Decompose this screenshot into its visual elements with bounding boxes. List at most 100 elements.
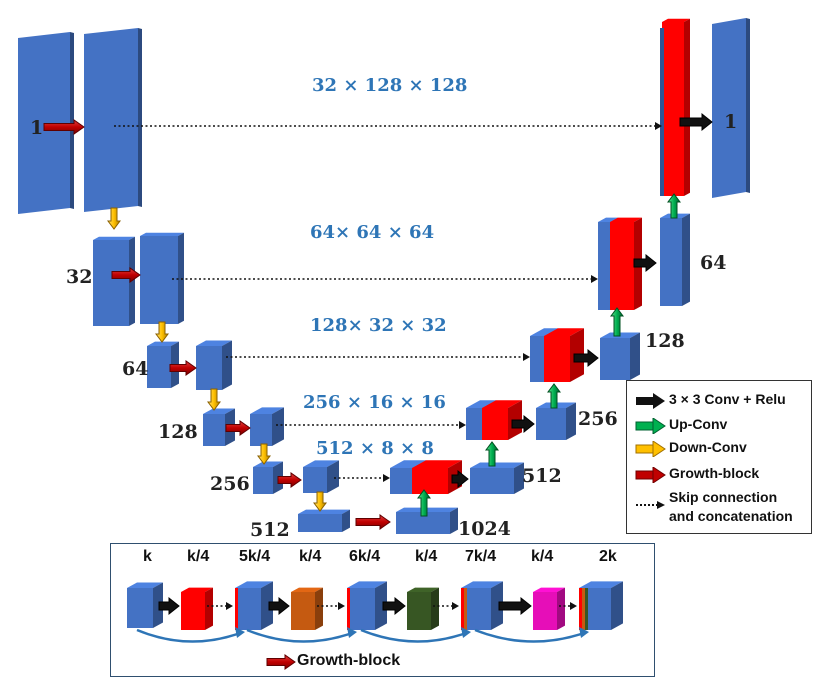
dec-l2-out-block (660, 213, 690, 306)
legend-downconv-label: Down-Conv (669, 439, 747, 455)
enc-channel-input: 1 (30, 117, 44, 139)
dec-channel-256: 256 (578, 408, 618, 430)
gb-block-5k4 (235, 581, 273, 630)
gb-block-2k (579, 581, 623, 630)
legend-skip-label-2: and concatenation (669, 508, 793, 524)
conv-arrow-l1 (679, 112, 713, 132)
gb-block-magenta (533, 587, 565, 630)
gb-conv-arrow-2 (268, 596, 290, 616)
conv-arrow-l4 (511, 414, 535, 434)
dec-channel-128: 128 (645, 330, 685, 352)
gb-block-7k4 (461, 581, 503, 630)
bottleneck-block (396, 507, 458, 534)
dec-channel-1024: 1024 (458, 518, 511, 540)
dec-l4-out-block (536, 402, 576, 440)
gb-skip-2 (317, 602, 345, 610)
skip-connection-l1 (114, 122, 662, 130)
gb-block-2k-strip-2 (585, 588, 588, 630)
gb-conv-arrow-3 (382, 596, 406, 616)
growth-arrow-l3 (169, 360, 197, 376)
gb-block-2k-strip-0 (579, 588, 582, 630)
down-arrow-l2 (155, 321, 169, 343)
down-arrow-l3 (207, 388, 221, 411)
up-arrow-bottleneck (417, 489, 431, 517)
gb-label-8: 2k (599, 548, 617, 565)
gb-skip-3 (433, 602, 459, 610)
legend-upconv: Up-Conv (627, 416, 811, 436)
gb-block-6k4 (347, 581, 387, 630)
enc-l5-block-b (303, 460, 339, 493)
dim-label-level4: 256 × 16 × 16 (303, 392, 446, 413)
skip-connection-l4 (276, 421, 466, 429)
growth-arrow-l1 (43, 119, 85, 135)
down-arrow-l4 (257, 443, 271, 465)
growth-arrow-l5 (277, 472, 302, 488)
gb-label-6: 7k/4 (465, 548, 497, 565)
growth-arrow-bottom (355, 514, 391, 530)
gb-skip-1 (207, 602, 233, 610)
dec-output-slab (712, 18, 750, 198)
gb-block-7k4-strip-1 (464, 588, 467, 630)
red-arrow-icon (635, 467, 666, 483)
skip-connection-l2 (172, 275, 598, 283)
enc-l4-block-b (250, 407, 284, 446)
gb-block-red (181, 587, 213, 630)
blocks-layer (18, 18, 750, 534)
gb-concat-curve-4 (474, 627, 589, 643)
legend-growth-label: Growth-block (669, 465, 760, 481)
gb-concat-curve-2 (246, 627, 357, 643)
black-arrow-icon (636, 393, 665, 409)
gb-block-7k4-strip-0 (461, 588, 464, 630)
gb-label-7: k/4 (531, 548, 554, 565)
dec-channel-512: 512 (522, 465, 562, 487)
legend-skip-label-1: Skip connection (669, 489, 778, 505)
enc-l1-slab (84, 28, 142, 212)
dotted-arrow-icon (636, 501, 665, 509)
dim-label-level5: 512 × 8 × 8 (316, 438, 434, 459)
gb-conv-arrow-1 (158, 596, 180, 616)
skip-connection-l5 (334, 474, 390, 482)
conv-arrow-l2 (633, 253, 657, 273)
dec-channel-64: 64 (700, 252, 727, 274)
conv-arrow-l5 (451, 469, 469, 489)
skip-connection-l3 (226, 353, 530, 361)
down-arrow-l5 (313, 491, 327, 512)
gb-label-5: k/4 (415, 548, 438, 565)
growth-arrow-l4 (225, 420, 251, 436)
gb-concat-curve-3 (360, 627, 471, 643)
dec-l5-out-block (470, 462, 524, 494)
gb-label-0: k (143, 548, 152, 565)
dec-l1-red-block (662, 18, 690, 197)
legend-growth: Growth-block (627, 465, 811, 485)
dec-l1-blue-edge (660, 28, 664, 196)
gb-label-2: 5k/4 (239, 548, 271, 565)
dim-label-level1: 32 × 128 × 128 (312, 75, 468, 96)
down-arrow-l1 (107, 207, 121, 230)
gb-label-4: 6k/4 (349, 548, 381, 565)
dim-label-level3: 128× 32 × 32 (310, 315, 447, 336)
enc-channel-32: 32 (66, 266, 93, 288)
dim-label-level2: 64× 64 × 64 (310, 222, 435, 243)
enc-channel-256: 256 (210, 473, 250, 495)
dec-channel-output: 1 (724, 111, 738, 133)
enc-channel-128: 128 (158, 421, 198, 443)
growth-block-inset: k k/4 5k/4 k/4 6k/4 k/4 7k/4 k/4 2k Grow… (110, 543, 655, 677)
gb-conv-arrow-4 (498, 596, 532, 616)
gb-concat-curve-1 (136, 627, 245, 643)
gb-caption-arrow (266, 654, 296, 670)
legend-downconv: Down-Conv (627, 439, 811, 459)
enc-l2-block-a (93, 236, 135, 326)
legend-conv-label: 3 × 3 Conv + Relu (669, 391, 786, 407)
enc-channel-512: 512 (250, 519, 290, 541)
legend: 3 × 3 Conv + Relu Up-Conv Down-Conv Grow… (626, 380, 812, 534)
gb-block-5k4-strip-0 (235, 588, 238, 630)
legend-skip: Skip connection and concatenation (627, 489, 811, 529)
legend-conv: 3 × 3 Conv + Relu (627, 391, 811, 411)
arrows-layer (43, 112, 713, 530)
gb-block-2k-strip-1 (582, 588, 585, 630)
gb-caption: Growth-block (297, 652, 401, 669)
gb-block-orange (291, 587, 323, 630)
gb-label-3: k/4 (299, 548, 322, 565)
growth-block-diagram (127, 581, 623, 670)
up-arrow-l2 (667, 193, 681, 219)
